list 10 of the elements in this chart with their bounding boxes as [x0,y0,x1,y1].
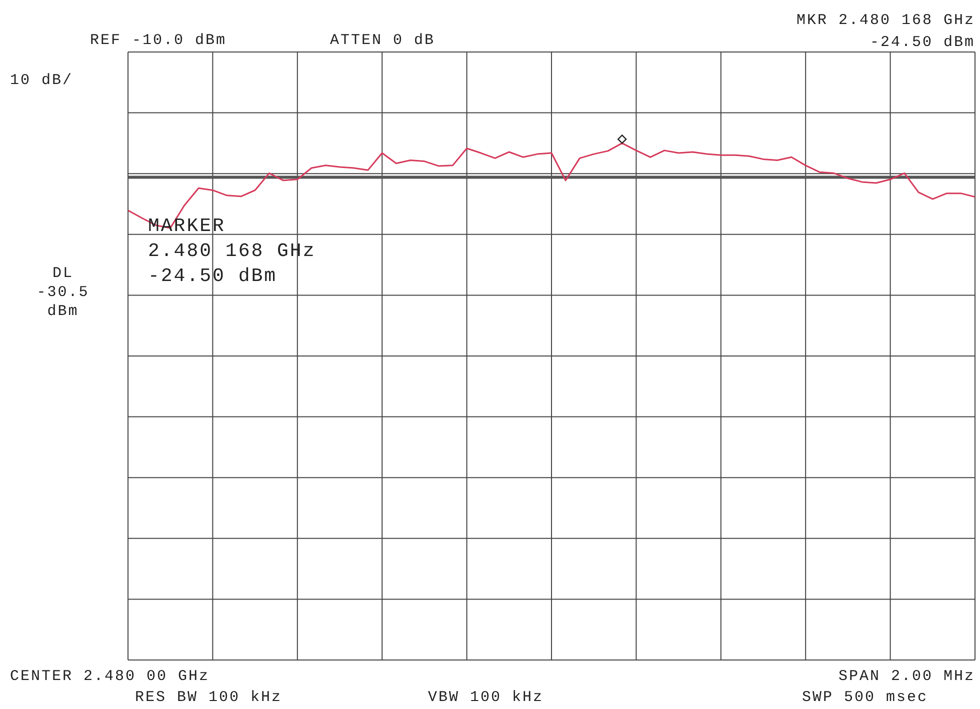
text: MKR 2.480 168 GHz -24.50 dBm [796,11,975,53]
text: CENTER 2.480 00 GHz [10,668,210,686]
text: SWP 500 msec [802,689,928,707]
text: 10 dB/ [10,71,74,91]
text: VBW 100 kHz [428,689,544,707]
text: RES BW 100 kHz [135,689,282,707]
text: ATTEN 0 dB [330,31,436,51]
text: SPAN 2.00 MHz [838,668,975,686]
text: DL -30.5 dBm [36,264,90,321]
text: REF -10.0 dBm [90,31,227,51]
